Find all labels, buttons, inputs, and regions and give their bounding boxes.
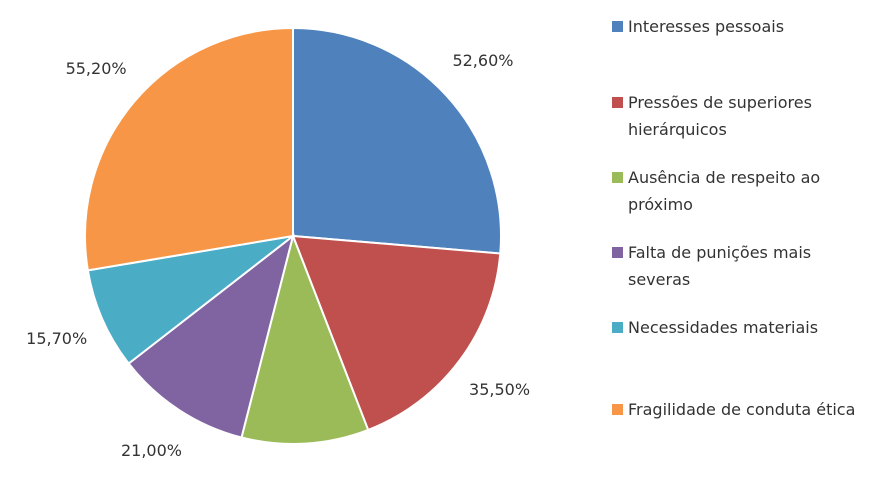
pie-slice	[84, 26, 294, 272]
legend-swatch	[612, 172, 623, 183]
legend-item: Pressões de superiores hierárquicos	[608, 89, 858, 143]
legend-item: Necessidades materiais	[608, 314, 858, 341]
pie-slice	[86, 235, 294, 365]
legend-label: Pressões de superiores hierárquicos	[628, 93, 812, 139]
legend-swatch	[612, 404, 623, 415]
legend-swatch	[612, 247, 623, 258]
data-label: 55,20%	[66, 59, 127, 78]
pie-slice	[240, 232, 370, 445]
legend-item: Falta de punições mais severas	[608, 239, 858, 293]
legend-label: Fragilidade de conduta ética	[628, 400, 856, 419]
legend-label: Interesses pessoais	[628, 17, 785, 36]
legend-label: Falta de punições mais severas	[628, 243, 812, 289]
legend-swatch	[612, 21, 623, 32]
legend-item: Ausência de respeito ao próximo	[608, 164, 858, 218]
legend-swatch	[612, 97, 623, 108]
legend-item: Interesses pessoais	[608, 13, 858, 40]
pie-slice	[292, 26, 502, 255]
legend-swatch	[612, 322, 623, 333]
data-label: 15,70%	[26, 329, 87, 348]
data-label: 35,50%	[469, 380, 530, 399]
data-label: 52,60%	[452, 51, 513, 70]
legend-label: Ausência de respeito ao próximo	[628, 168, 821, 214]
pie-slice	[127, 233, 295, 439]
data-label: 21,00%	[121, 441, 182, 460]
legend-label: Necessidades materiais	[628, 318, 819, 337]
pie-slice	[291, 234, 502, 432]
legend-item: Fragilidade de conduta ética	[608, 396, 858, 423]
